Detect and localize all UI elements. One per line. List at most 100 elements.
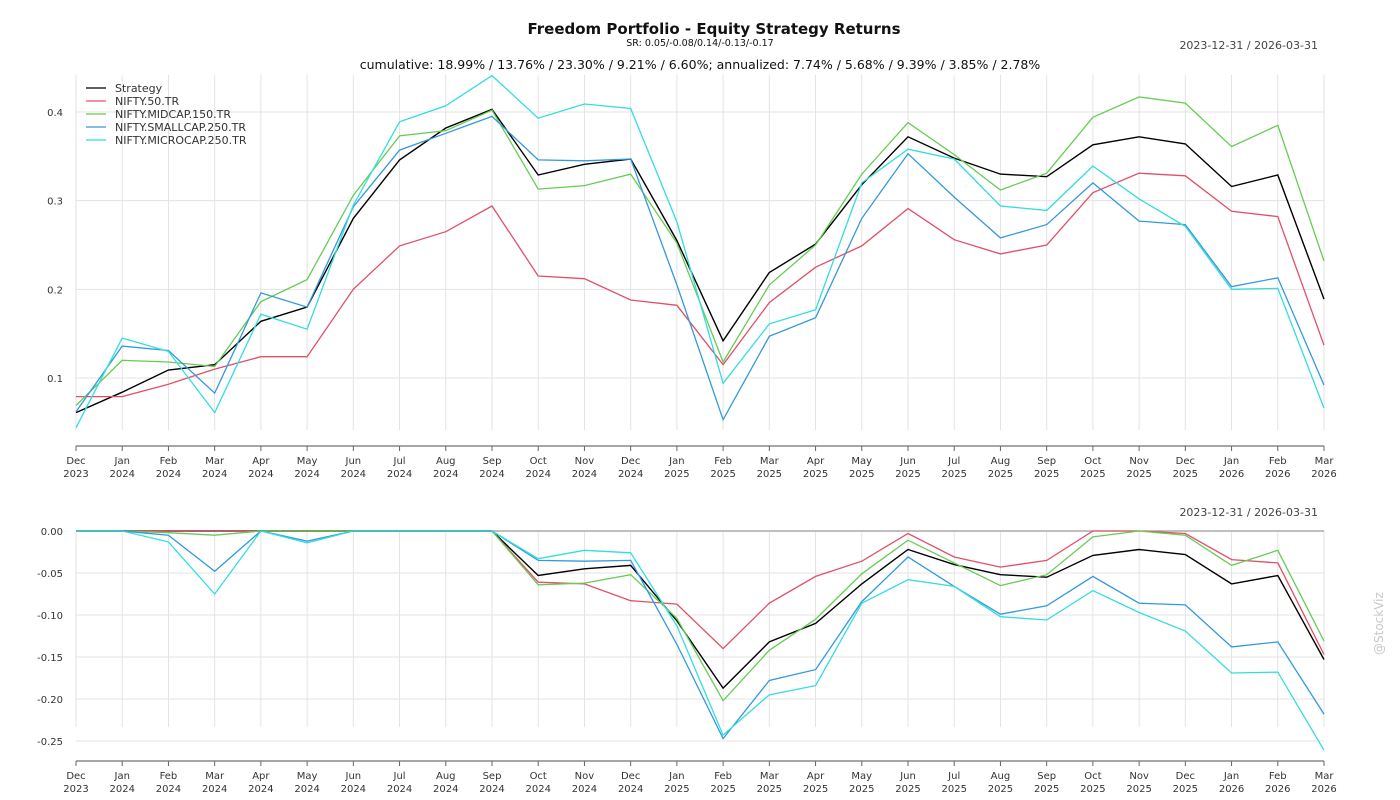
returns-panel: 0.1 0.2 0.3 0.4 Dec 2023 Jan 2024 Feb 2024 Mar 2024… [47,74,1337,480]
y-tick-label: 0.1 [47,374,63,385]
x-tick-label-month: Oct [530,456,547,467]
x-tick-label-year: 2025 [1126,469,1151,480]
y-tick-label: -0.05 [37,569,63,580]
x-tick-label-month: Aug [991,456,1011,467]
y-tick-label: -0.20 [37,695,63,706]
x-tick-label-month: Nov [575,456,595,467]
x-tick-label-month: Jan [1223,456,1239,467]
x-tick-label-year: 2025 [1173,784,1198,795]
x-tick-label-year: 2025 [941,469,966,480]
x-tick-label-year: 2026 [1219,469,1244,480]
x-tick-label-year: 2025 [895,784,920,795]
x-tick-label-month: Feb [714,456,732,467]
x-tick-label-month: Nov [1129,771,1149,782]
x-tick-label-month: May [297,456,318,467]
date-range-bottom: 2023-12-31 / 2026-03-31 [1179,506,1318,519]
y-tick-label: -0.10 [37,611,63,622]
x-tick-label-year: 2024 [433,784,458,795]
x-tick-label-year: 2023 [63,469,88,480]
x-tick-label-year: 2024 [202,784,227,795]
x-tick-label-month: Jul [947,456,960,467]
x-tick-label-year: 2025 [757,784,782,795]
x-tick-label-year: 2025 [895,469,920,480]
x-tick-label-year: 2024 [618,469,643,480]
x-tick-label-year: 2024 [618,784,643,795]
x-tick-label-month: Feb [160,456,178,467]
x-tick-label-year: 2024 [572,784,597,795]
x-tick-label-month: Jun [899,771,916,782]
x-tick-label-month: Sep [1037,456,1056,467]
series-line-strategy [76,530,1325,690]
series-line-nifty-midcap-150-tr [76,530,1325,702]
x-tick-label-month: Apr [807,771,825,782]
x-tick-label-month: Oct [530,771,547,782]
chart-title: Freedom Portfolio - Equity Strategy Retu… [527,20,901,38]
x-tick-label-month: Apr [807,456,825,467]
x-tick-label-year: 2024 [479,784,504,795]
x-tick-label-year: 2024 [341,469,366,480]
x-tick-label-year: 2025 [1034,469,1059,480]
x-tick-label-month: Dec [621,456,640,467]
legend-label: NIFTY.MICROCAP.250.TR [115,134,247,147]
x-tick-label-month: Jul [947,771,960,782]
x-tick-label-month: Jul [393,456,406,467]
x-tick-label-month: Feb [1269,456,1287,467]
x-tick-label-month: Mar [205,456,225,467]
series-line-nifty-midcap-150-tr [75,96,1325,406]
x-tick-label-year: 2025 [1126,784,1151,795]
x-tick-label-year: 2024 [387,784,412,795]
x-tick-label-year: 2024 [248,784,273,795]
y-tick-label: 0.00 [41,527,63,538]
y-tick-label: 0.3 [47,197,63,208]
x-tick-label-year: 2024 [479,469,504,480]
x-tick-label-year: 2024 [202,469,227,480]
x-tick-label-year: 2026 [1219,784,1244,795]
date-range-top: 2023-12-31 / 2026-03-31 [1179,39,1318,52]
x-tick-label-year: 2026 [1265,469,1290,480]
x-tick-label-year: 2024 [156,469,181,480]
x-tick-label-year: 2025 [1173,469,1198,480]
x-tick-label-month: Jun [345,771,362,782]
x-tick-label-month: Feb [1269,771,1287,782]
series-line-nifty-smallcap-250-tr [76,530,1325,740]
legend-label: NIFTY.SMALLCAP.250.TR [115,121,246,134]
x-tick-label-year: 2024 [294,784,319,795]
x-tick-label-month: Apr [252,771,270,782]
x-tick-label-month: Nov [575,771,595,782]
x-tick-label-year: 2025 [849,784,874,795]
legend-label: Strategy [115,82,163,95]
x-tick-label-month: Jan [668,771,684,782]
x-tick-label-year: 2025 [664,469,689,480]
x-tick-label-year: 2025 [1080,469,1105,480]
x-tick-label-year: 2024 [248,469,273,480]
x-tick-label-month: Jan [114,771,130,782]
x-tick-label-year: 2023 [63,784,88,795]
x-tick-label-year: 2025 [849,469,874,480]
x-tick-label-month: Jan [668,456,684,467]
x-tick-label-month: May [851,771,872,782]
legend-label: NIFTY.50.TR [115,95,180,108]
y-tick-label: -0.25 [37,737,63,748]
sharpe-ratio-subtitle: SR: 0.05/-0.08/0.14/-0.13/-0.17 [626,38,774,49]
x-tick-label-year: 2024 [156,784,181,795]
x-tick-label-month: Mar [205,771,225,782]
x-tick-label-month: Sep [1037,771,1056,782]
x-tick-label-month: Aug [991,771,1011,782]
x-tick-label-month: Dec [66,771,85,782]
x-tick-label-year: 2025 [988,784,1013,795]
x-tick-label-year: 2026 [1311,784,1336,795]
x-tick-label-year: 2025 [1034,784,1059,795]
x-tick-label-year: 2025 [988,469,1013,480]
legend-label: NIFTY.MIDCAP.150.TR [115,108,231,121]
x-tick-label-month: Jul [393,771,406,782]
x-tick-label-month: Jun [899,456,916,467]
x-tick-label-year: 2024 [294,469,319,480]
x-tick-label-year: 2025 [803,469,828,480]
x-tick-label-month: Mar [760,771,780,782]
x-tick-label-year: 2025 [757,469,782,480]
x-tick-label-year: 2024 [109,469,134,480]
x-tick-label-year: 2025 [803,784,828,795]
x-tick-label-month: Jan [1223,771,1239,782]
x-tick-label-year: 2026 [1265,784,1290,795]
x-tick-label-year: 2024 [387,469,412,480]
